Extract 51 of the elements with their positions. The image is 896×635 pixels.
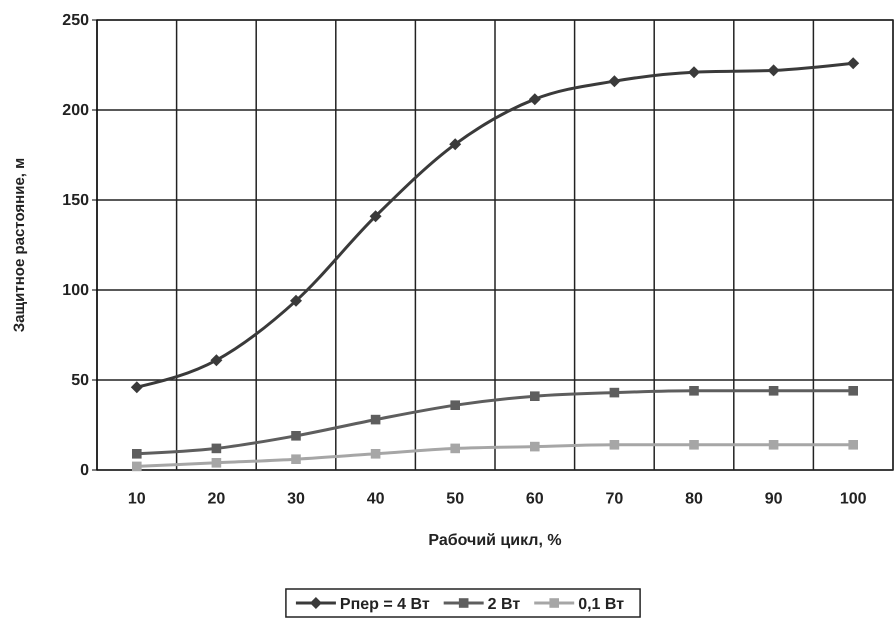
point <box>291 431 301 441</box>
y-axis-title: Защитное растояние, м <box>11 158 28 332</box>
point <box>847 57 860 70</box>
point <box>530 391 540 401</box>
x-tick-label: 10 <box>128 490 146 508</box>
x-tick-label: 30 <box>287 490 305 508</box>
x-tick-label: 100 <box>840 490 867 508</box>
point <box>132 462 142 472</box>
x-tick-label: 70 <box>606 490 624 508</box>
y-tick-label: 100 <box>62 282 90 300</box>
y-tick-label: 150 <box>62 192 90 210</box>
point <box>210 354 222 366</box>
point <box>848 386 858 396</box>
point <box>290 294 302 307</box>
x-tick-label: 50 <box>446 490 464 508</box>
point <box>212 458 222 468</box>
point <box>291 454 301 464</box>
x-tick-label: 60 <box>526 490 544 508</box>
y-tick-label: 200 <box>62 102 90 120</box>
point <box>768 386 778 396</box>
point <box>212 444 222 454</box>
point <box>370 414 380 424</box>
point <box>132 449 142 459</box>
x-tick-label: 20 <box>208 490 226 508</box>
legend-label: Рпер = 4 Вт <box>340 596 430 613</box>
point <box>688 66 700 78</box>
point <box>370 210 382 222</box>
point <box>450 444 460 454</box>
x-axis-title: Рабочий цикл, % <box>428 532 562 549</box>
x-tick-label: 80 <box>685 490 703 508</box>
point <box>608 75 620 88</box>
point <box>528 93 541 106</box>
point <box>610 388 620 398</box>
x-tick-label: 40 <box>366 490 385 508</box>
point <box>689 440 699 450</box>
y-tick-label: 50 <box>71 372 90 390</box>
point <box>370 449 380 459</box>
point <box>610 440 620 450</box>
point <box>450 400 460 410</box>
y-tick-label: 250 <box>62 12 90 30</box>
legend-label: 2 Вт <box>488 596 520 613</box>
point <box>848 440 858 450</box>
point <box>768 64 780 76</box>
point <box>449 138 462 150</box>
y-tick-label: 0 <box>80 462 90 480</box>
point <box>130 381 143 394</box>
legend-label: 0,1 Вт <box>578 596 624 613</box>
point <box>689 386 699 396</box>
point <box>768 440 778 450</box>
point <box>530 442 540 452</box>
x-tick-label: 90 <box>764 490 783 508</box>
